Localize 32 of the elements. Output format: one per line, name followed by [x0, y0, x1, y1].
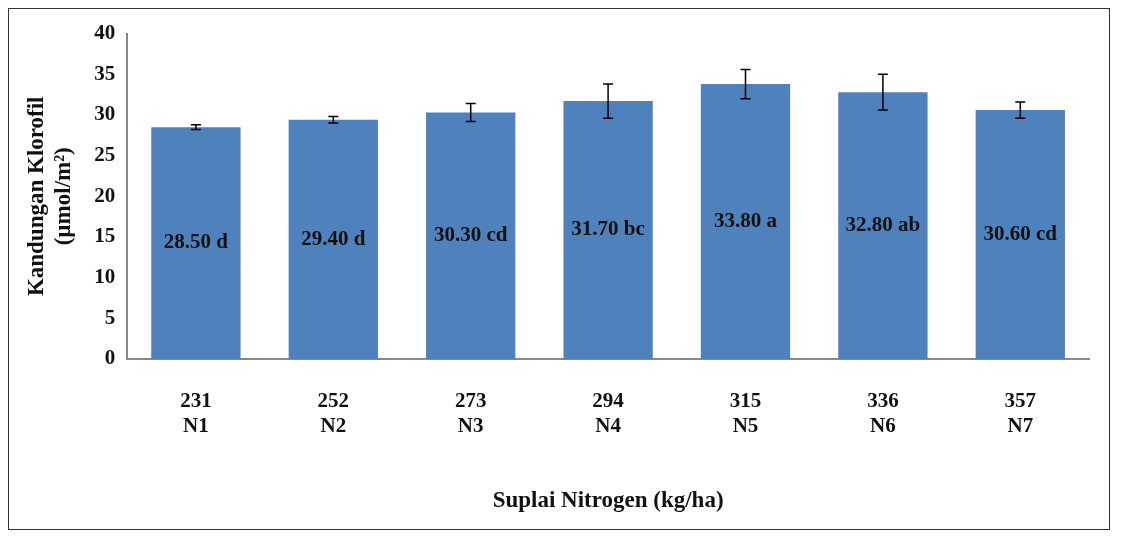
y-tick-label: 35	[94, 60, 116, 85]
x-tick-label: 294 N4	[592, 388, 625, 438]
y-tick-label: 0	[104, 345, 116, 370]
y-axis-title: Kandungan Klorofil (µmol/m²)	[22, 96, 76, 297]
x-tick-label: 273 N3	[454, 388, 487, 438]
bar	[288, 119, 378, 359]
bar	[563, 101, 653, 359]
bar	[838, 92, 928, 359]
x-tick-label: 357 N7	[1004, 388, 1037, 438]
data-label: 30.30 cd	[433, 222, 508, 247]
x-axis-title: Suplai Nitrogen (kg/ha)	[492, 487, 724, 513]
y-tick-label: 40	[94, 20, 116, 45]
data-label: 33.80 a	[714, 207, 778, 232]
bar	[975, 110, 1065, 359]
x-tick-label: 252 N2	[317, 388, 350, 438]
x-tick-label: 231 N1	[180, 388, 212, 438]
y-tick-label: 25	[94, 142, 116, 167]
data-label: 30.60 cd	[983, 220, 1058, 245]
bar	[700, 84, 791, 359]
y-tick-label: 20	[94, 182, 116, 207]
data-label: 29.40 d	[301, 225, 366, 250]
data-label: 31.70 bc	[571, 216, 645, 241]
bar	[151, 127, 241, 359]
x-tick-label: 315 N5	[729, 388, 762, 438]
x-tick-label: 336 N6	[867, 388, 899, 438]
data-label: 32.80 ab	[845, 212, 921, 237]
y-tick-label: 5	[104, 304, 116, 329]
y-tick-label: 10	[94, 264, 116, 289]
bar	[426, 112, 516, 359]
y-tick-label: 15	[94, 223, 116, 248]
y-tick-label: 30	[94, 101, 116, 126]
data-label: 28.50 d	[163, 229, 229, 254]
